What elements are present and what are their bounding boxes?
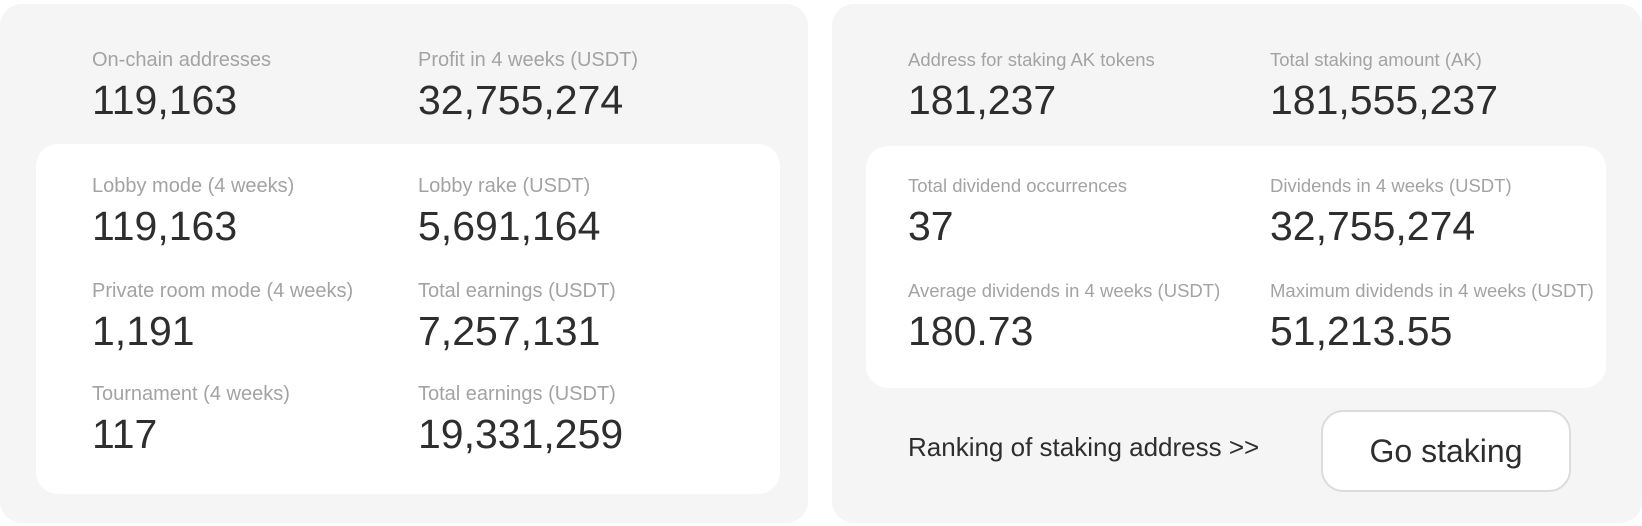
platform-stats-panel: On-chain addresses 119,163 Profit in 4 w… bbox=[0, 4, 808, 523]
profit-4w-label: Profit in 4 weeks (USDT) bbox=[418, 49, 639, 71]
dividends-card: Total dividend occurrences 37 Dividends … bbox=[866, 146, 1606, 388]
tournament-earnings-stat: Total earnings (USDT) 19,331,259 bbox=[418, 382, 623, 458]
average-dividends-label: Average dividends in 4 weeks (USDT) bbox=[908, 280, 1221, 301]
maximum-dividends-label: Maximum dividends in 4 weeks (USDT) bbox=[1270, 280, 1594, 301]
average-dividends-stat: Average dividends in 4 weeks (USDT) 180.… bbox=[908, 279, 1220, 355]
total-staking-amount-value: 181,555,237 bbox=[1270, 77, 1499, 123]
tournament-value: 117 bbox=[92, 411, 158, 457]
private-room-earnings-value: 7,257,131 bbox=[418, 308, 601, 354]
onchain-addresses-stat: On-chain addresses 119,163 bbox=[92, 48, 271, 124]
tournament-earnings-label: Total earnings (USDT) bbox=[418, 383, 616, 405]
tournament-label: Tournament (4 weeks) bbox=[92, 383, 290, 405]
lobby-rake-label: Lobby rake (USDT) bbox=[418, 175, 591, 197]
dividends-4w-value: 32,755,274 bbox=[1270, 203, 1476, 249]
onchain-addresses-value: 119,163 bbox=[92, 77, 238, 123]
staking-ranking-link[interactable]: Ranking of staking address >> bbox=[908, 432, 1260, 462]
profit-4w-stat: Profit in 4 weeks (USDT) 32,755,274 bbox=[418, 48, 638, 124]
private-room-mode-label: Private room mode (4 weeks) bbox=[92, 280, 354, 302]
lobby-mode-stat: Lobby mode (4 weeks) 119,163 bbox=[92, 174, 294, 250]
total-staking-amount-stat: Total staking amount (AK) 181,555,237 bbox=[1270, 48, 1498, 124]
profit-4w-value: 32,755,274 bbox=[418, 77, 624, 123]
dividends-4w-label: Dividends in 4 weeks (USDT) bbox=[1270, 175, 1512, 196]
staking-addresses-value: 181,237 bbox=[908, 77, 1057, 123]
lobby-rake-stat: Lobby rake (USDT) 5,691,164 bbox=[418, 174, 600, 250]
staking-addresses-label: Address for staking AK tokens bbox=[908, 49, 1155, 70]
private-room-mode-stat: Private room mode (4 weeks) 1,191 bbox=[92, 279, 353, 355]
maximum-dividends-stat: Maximum dividends in 4 weeks (USDT) 51,2… bbox=[1270, 279, 1594, 355]
maximum-dividends-value: 51,213.55 bbox=[1270, 308, 1453, 354]
tournament-earnings-value: 19,331,259 bbox=[418, 411, 624, 457]
lobby-rake-value: 5,691,164 bbox=[418, 203, 601, 249]
staking-addresses-stat: Address for staking AK tokens 181,237 bbox=[908, 48, 1155, 124]
game-modes-card: Lobby mode (4 weeks) 119,163 Lobby rake … bbox=[36, 144, 780, 494]
staking-stats-panel: Address for staking AK tokens 181,237 To… bbox=[832, 4, 1642, 523]
private-room-earnings-stat: Total earnings (USDT) 7,257,131 bbox=[418, 279, 616, 355]
lobby-mode-label: Lobby mode (4 weeks) bbox=[92, 175, 295, 197]
dividend-occurrences-stat: Total dividend occurrences 37 bbox=[908, 174, 1127, 250]
average-dividends-value: 180.73 bbox=[908, 308, 1034, 354]
dividend-occurrences-label: Total dividend occurrences bbox=[908, 175, 1128, 196]
total-staking-amount-label: Total staking amount (AK) bbox=[1270, 49, 1482, 70]
lobby-mode-value: 119,163 bbox=[92, 203, 238, 249]
dividend-occurrences-value: 37 bbox=[908, 203, 954, 249]
onchain-addresses-label: On-chain addresses bbox=[92, 49, 271, 71]
tournament-stat: Tournament (4 weeks) 117 bbox=[92, 382, 290, 458]
private-room-mode-value: 1,191 bbox=[92, 308, 195, 354]
go-staking-button[interactable]: Go staking bbox=[1321, 410, 1571, 492]
dividends-4w-stat: Dividends in 4 weeks (USDT) 32,755,274 bbox=[1270, 174, 1512, 250]
private-room-earnings-label: Total earnings (USDT) bbox=[418, 280, 616, 302]
